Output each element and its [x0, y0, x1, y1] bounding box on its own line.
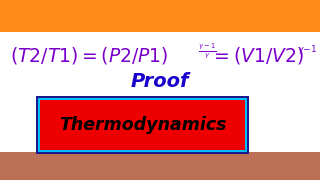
Bar [36, 96, 249, 154]
Text: $(T2/T1)=(P2/P1)$: $(T2/T1)=(P2/P1)$ [10, 46, 169, 66]
Text: Proof: Proof [131, 72, 189, 91]
Text: $\gamma\!-\!1$: $\gamma\!-\!1$ [297, 43, 317, 56]
Text: Thermodynamics: Thermodynamics [59, 116, 226, 134]
Text: $=(V1/V2)$: $=(V1/V2)$ [210, 46, 304, 66]
Bar [0, 152, 320, 180]
Text: $\frac{\gamma-1}{\gamma}$: $\frac{\gamma-1}{\gamma}$ [198, 41, 217, 60]
Bar [0, 0, 320, 31]
Bar [40, 100, 245, 150]
Bar [38, 98, 247, 152]
